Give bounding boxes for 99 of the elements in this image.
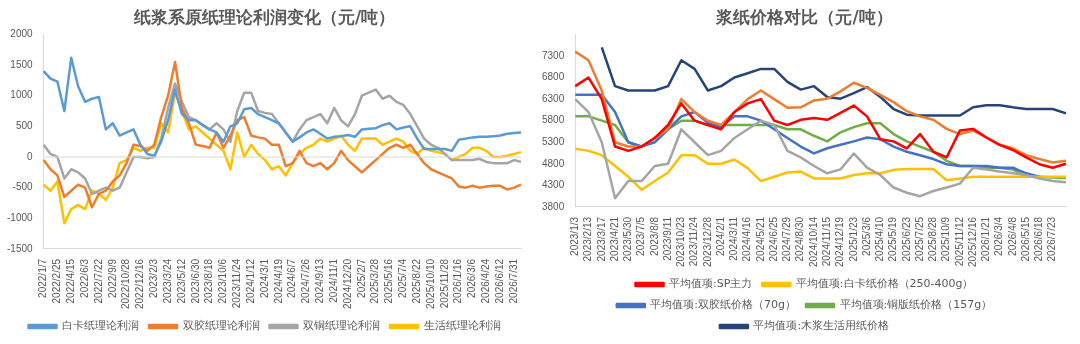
x-tick-label: 2025/6/23 <box>900 216 912 262</box>
x-tick-label: 2024/7/29 <box>781 216 793 262</box>
x-tick-label: 2023/2/13 <box>582 216 594 262</box>
y-tick-label: 4800 <box>542 157 565 169</box>
legend-label: 平均值项:木浆生活用纸价格 <box>753 319 890 333</box>
x-tick-label: 2024/11/15 <box>821 216 832 267</box>
x-tick-label: 2026/6/18 <box>1033 216 1045 262</box>
x-tick-label: 2024/6/7 <box>286 258 298 298</box>
x-tick-label: 2023/9/11 <box>661 216 673 261</box>
y-tick-label: 1000 <box>10 89 34 101</box>
x-tick-label: 2023/10/6 <box>217 258 229 304</box>
x-tick-label: 2023/5/30 <box>622 216 634 262</box>
x-tick-label: 2023/11/24 <box>688 216 700 267</box>
y-tick-label: 3800 <box>542 200 565 212</box>
x-tick-label: 2023/4/21 <box>608 216 620 262</box>
x-tick-label: 2023/2/3 <box>148 258 160 298</box>
x-tick-label: 2022/9/9 <box>106 258 118 298</box>
legend-label: 平均值项:SP主力 <box>669 277 753 291</box>
y-tick-label: -1500 <box>7 242 34 254</box>
x-tick-label: 2025/11/28 <box>438 258 450 309</box>
x-tick-label: 2024/12/20 <box>341 258 353 310</box>
x-tick-label: 2024/5/21 <box>754 216 766 262</box>
x-tick-label: 2024/11/1 <box>327 258 339 303</box>
x-tick-label: 2023/12/28 <box>701 216 713 268</box>
x-tick-label: 2025/5/16 <box>383 258 395 304</box>
x-tick-label: 2026/3/4 <box>993 216 1005 256</box>
x-tick-label: 2023/7/5 <box>635 216 647 256</box>
x-tick-label: 2022/4/15 <box>65 258 76 304</box>
x-tick-label: 2024/3/11 <box>728 216 740 261</box>
x-tick-label: 2025/7/4 <box>397 258 409 298</box>
x-tick-label: 2022/12/16 <box>134 258 146 310</box>
x-tick-label: 2025/4/10 <box>874 216 886 262</box>
x-tick-label: 2023/8/8 <box>648 216 660 256</box>
x-tick-label: 2025/8/22 <box>410 258 422 304</box>
x-tick-label: 2026/3/6 <box>466 258 478 298</box>
x-tick-label: 2023/11/24 <box>231 258 243 309</box>
x-tick-label: 2022/2/25 <box>51 258 63 304</box>
x-tick-label: 2023/1/3 <box>569 216 580 256</box>
x-tick-label: 2026/7/31 <box>507 258 519 304</box>
chart-title: 纸浆系原纸理论利润变化（元/吨） <box>132 6 396 27</box>
y-tick-label: 7300 <box>542 49 565 61</box>
x-tick-label: 2025/12/16 <box>966 216 978 268</box>
x-tick-label: 2024/2/1 <box>714 216 726 256</box>
x-tick-label: 2024/4/16 <box>741 216 753 262</box>
legend-label: 生活纸理论利润 <box>423 319 501 333</box>
y-tick-label: 500 <box>15 120 34 132</box>
y-tick-label: 6800 <box>542 71 565 83</box>
y-tick-label: 1500 <box>10 58 34 70</box>
legend-label: 白卡纸理论利润 <box>62 319 139 333</box>
x-tick-label: 2023/3/17 <box>595 216 607 262</box>
legend-label: 平均值项:白卡纸价格（250-400g） <box>795 277 974 291</box>
x-tick-label: 2026/1/21 <box>980 216 992 262</box>
x-tick-label: 2024/12/19 <box>834 216 846 268</box>
legend-label: 平均值项:铜版纸价格（157g） <box>839 298 993 312</box>
x-tick-label: 2022/10/28 <box>120 258 132 310</box>
x-tick-label: 2026/1/16 <box>452 258 464 304</box>
x-tick-label: 2023/6/30 <box>189 258 201 304</box>
y-tick-label: 2000 <box>10 28 34 40</box>
x-tick-label: 2026/4/24 <box>480 258 492 304</box>
x-tick-label: 2023/10/23 <box>675 216 687 268</box>
x-tick-label: 2025/3/6 <box>860 216 872 256</box>
x-tick-label: 2025/7/25 <box>913 216 925 262</box>
y-tick-label: 6300 <box>542 92 565 104</box>
y-tick-label: -500 <box>12 181 34 193</box>
x-tick-label: 2025/5/19 <box>887 216 899 262</box>
x-tick-label: 2024/1/12 <box>244 258 256 304</box>
legend-label: 平均值项:双胶纸价格（70g） <box>650 298 796 312</box>
x-tick-label: 2024/4/19 <box>272 258 284 304</box>
x-tick-label: 2023/3/24 <box>161 258 173 304</box>
x-tick-label: 2022/7/22 <box>92 258 104 304</box>
x-tick-label: 2026/6/12 <box>493 258 505 304</box>
x-tick-label: 2024/6/25 <box>767 216 779 262</box>
x-tick-label: 2024/7/26 <box>300 258 312 304</box>
x-tick-label: 2026/5/15 <box>1019 216 1031 262</box>
x-tick-label: 2025/2/7 <box>355 258 367 298</box>
x-tick-label: 2025/1/23 <box>847 216 859 262</box>
legend-label: 双胶纸理论利润 <box>182 319 260 333</box>
chart-title: 浆纸价格对比（元/吨） <box>715 6 893 27</box>
y-tick-label: -1000 <box>7 212 34 224</box>
x-tick-label: 2026/7/23 <box>1046 216 1058 262</box>
y-tick-label: 5800 <box>542 114 565 126</box>
y-tick-label: 5300 <box>542 135 565 147</box>
y-tick-label: 4300 <box>542 179 565 191</box>
x-tick-label: 2022/1/7 <box>37 258 49 298</box>
x-tick-label: 2023/5/12 <box>175 258 187 304</box>
legend-label: 双铜纸理论利润 <box>303 319 380 333</box>
x-tick-label: 2025/11/12 <box>953 216 965 267</box>
x-tick-label: 2023/8/18 <box>203 258 215 304</box>
x-tick-label: 2026/4/8 <box>1006 216 1018 256</box>
x-tick-label: 2022/6/3 <box>78 258 90 298</box>
x-tick-label: 2024/3/1 <box>258 258 270 298</box>
x-tick-label: 2024/10/14 <box>807 216 819 268</box>
x-tick-label: 2025/10/10 <box>424 258 436 310</box>
x-tick-label: 2025/3/28 <box>369 258 381 304</box>
x-tick-label: 2025/8/28 <box>927 216 939 262</box>
x-tick-label: 2024/8/30 <box>794 216 806 262</box>
x-tick-label: 2024/9/13 <box>314 258 326 304</box>
y-tick-label: 0 <box>27 150 34 162</box>
x-tick-label: 2025/10/9 <box>940 216 952 262</box>
